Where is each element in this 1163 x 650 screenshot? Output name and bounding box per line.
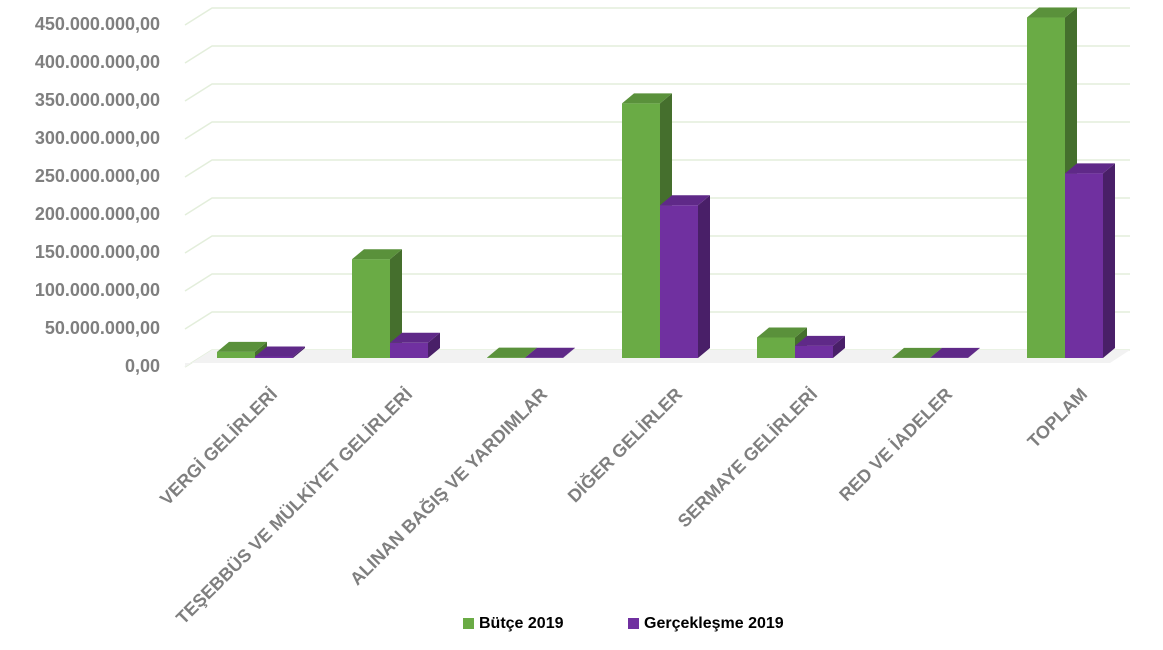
legend-label: Bütçe 2019: [479, 615, 564, 632]
bar: [622, 103, 660, 358]
bar: [795, 346, 833, 358]
bar: [217, 352, 255, 358]
y-tick-label: 200.000.000,00: [35, 204, 160, 224]
x-tick-label: DİĞER GELİRLER: [563, 383, 686, 506]
y-tick-label: 0,00: [125, 356, 160, 376]
legend-label: Gerçekleşme 2019: [644, 615, 784, 632]
bar: [1027, 18, 1065, 358]
grid-line: [185, 46, 1130, 63]
y-tick-label: 250.000.000,00: [35, 166, 160, 186]
y-tick-label: 100.000.000,00: [35, 280, 160, 300]
y-tick-label: 150.000.000,00: [35, 242, 160, 262]
grid-line: [185, 8, 1130, 25]
bar-side: [698, 195, 710, 358]
x-tick-label: RED VE İADELER: [835, 384, 956, 505]
legend-swatch: [628, 618, 639, 629]
legend-swatch: [463, 618, 474, 629]
bar-group: [390, 333, 440, 358]
x-tick-label: SERMAYE GELİRLERİ: [674, 384, 821, 531]
y-tick-label: 50.000.000,00: [45, 318, 160, 338]
x-tick-label: VERGİ GELİRLERİ: [156, 384, 281, 509]
bar: [1065, 173, 1103, 358]
bar: [352, 259, 390, 358]
bar: [390, 343, 428, 358]
bar: [757, 337, 795, 358]
y-tick-label: 300.000.000,00: [35, 128, 160, 148]
bar: [255, 356, 293, 358]
y-tick-label: 400.000.000,00: [35, 52, 160, 72]
y-tick-label: 350.000.000,00: [35, 90, 160, 110]
x-tick-label: TEŞEBBÜS VE MÜLKİYET GELİRLERİ: [172, 384, 416, 628]
bar-group: [660, 195, 710, 358]
y-tick-label: 450.000.000,00: [35, 14, 160, 34]
bar-side: [1103, 163, 1115, 358]
bar: [660, 205, 698, 358]
bar-group: [1065, 163, 1115, 358]
x-tick-label: TOPLAM: [1024, 384, 1092, 452]
